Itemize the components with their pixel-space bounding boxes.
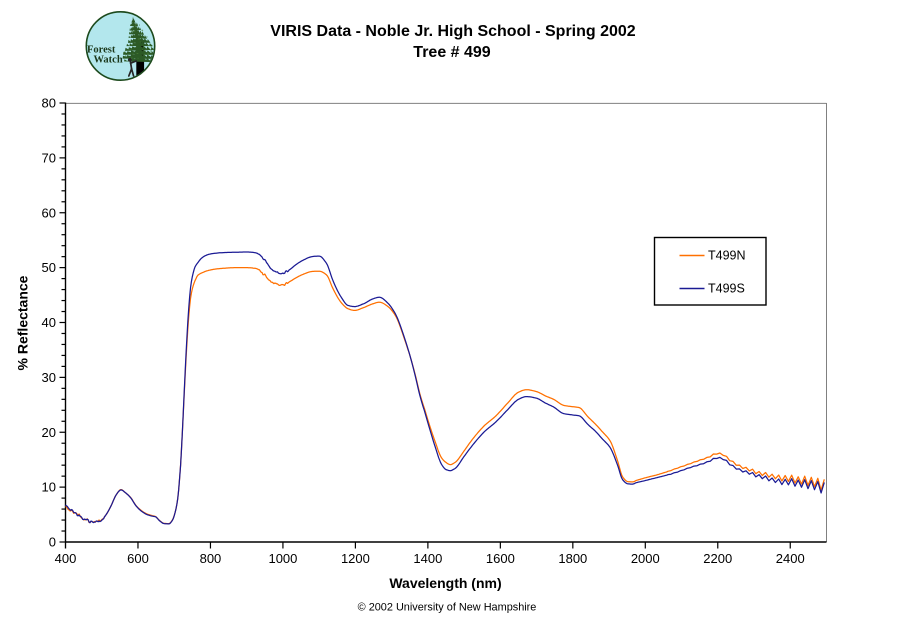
svg-text:% Reflectance: % Reflectance bbox=[15, 275, 31, 370]
svg-text:Forest: Forest bbox=[87, 45, 116, 56]
svg-text:50: 50 bbox=[42, 260, 56, 275]
svg-text:1800: 1800 bbox=[558, 551, 587, 566]
svg-text:70: 70 bbox=[42, 150, 56, 165]
svg-text:T499S: T499S bbox=[708, 282, 745, 296]
svg-text:0: 0 bbox=[49, 535, 56, 550]
svg-text:800: 800 bbox=[200, 551, 222, 566]
svg-text:60: 60 bbox=[42, 205, 56, 220]
svg-text:40: 40 bbox=[42, 315, 56, 330]
svg-text:80: 80 bbox=[42, 96, 56, 111]
svg-text:1200: 1200 bbox=[341, 551, 370, 566]
svg-text:Watch: Watch bbox=[94, 55, 123, 66]
svg-text:T499N: T499N bbox=[708, 249, 746, 263]
svg-text:400: 400 bbox=[55, 551, 77, 566]
svg-text:600: 600 bbox=[127, 551, 149, 566]
svg-text:1400: 1400 bbox=[413, 551, 442, 566]
svg-text:10: 10 bbox=[42, 480, 56, 495]
svg-text:2400: 2400 bbox=[776, 551, 805, 566]
svg-text:30: 30 bbox=[42, 370, 56, 385]
svg-text:2000: 2000 bbox=[631, 551, 660, 566]
svg-text:2200: 2200 bbox=[703, 551, 732, 566]
svg-text:1600: 1600 bbox=[486, 551, 515, 566]
svg-text:1000: 1000 bbox=[268, 551, 297, 566]
svg-text:VIRIS Data - Noble Jr. High Sc: VIRIS Data - Noble Jr. High School - Spr… bbox=[270, 23, 636, 40]
svg-text:20: 20 bbox=[42, 425, 56, 440]
svg-text:Tree # 499: Tree # 499 bbox=[413, 44, 491, 61]
svg-text:Wavelength (nm): Wavelength (nm) bbox=[389, 575, 501, 591]
svg-text:© 2002 University of New Hamps: © 2002 University of New Hampshire bbox=[358, 602, 537, 614]
